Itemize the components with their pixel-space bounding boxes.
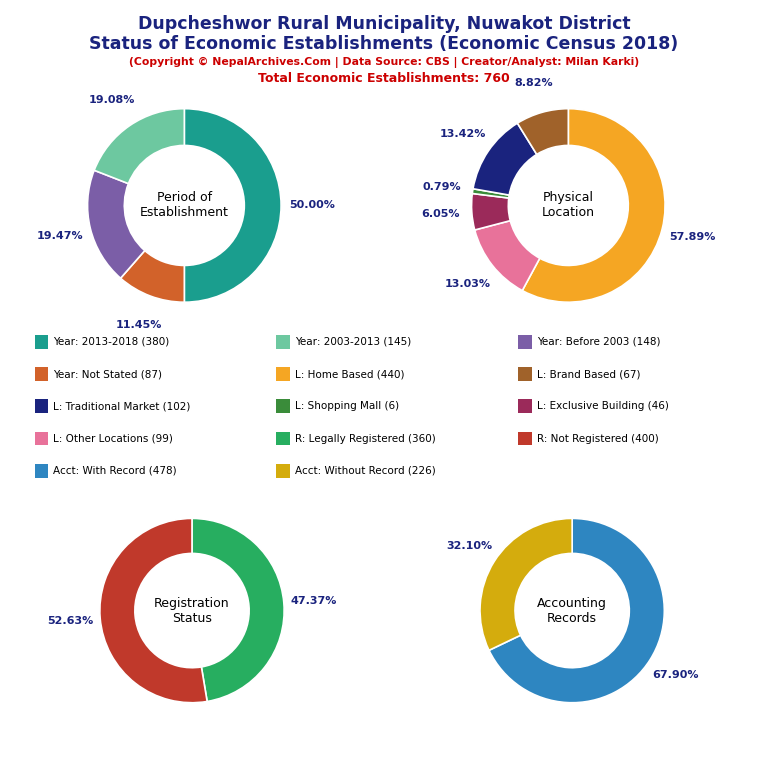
- Text: L: Other Locations (99): L: Other Locations (99): [53, 433, 173, 444]
- Wedge shape: [472, 189, 509, 198]
- Text: Period of
Establishment: Period of Establishment: [140, 191, 229, 220]
- Text: Year: Before 2003 (148): Year: Before 2003 (148): [537, 336, 660, 347]
- Text: 13.42%: 13.42%: [439, 129, 485, 139]
- Text: 47.37%: 47.37%: [290, 595, 336, 605]
- Text: Year: 2013-2018 (380): Year: 2013-2018 (380): [53, 336, 169, 347]
- Text: 19.08%: 19.08%: [89, 95, 135, 105]
- Text: 32.10%: 32.10%: [446, 541, 492, 551]
- Text: 13.03%: 13.03%: [445, 280, 491, 290]
- Wedge shape: [473, 123, 537, 195]
- Wedge shape: [100, 518, 207, 703]
- Wedge shape: [489, 518, 664, 703]
- Text: 50.00%: 50.00%: [289, 200, 335, 210]
- Wedge shape: [475, 220, 540, 290]
- Text: L: Traditional Market (102): L: Traditional Market (102): [53, 401, 190, 412]
- Wedge shape: [192, 518, 284, 701]
- Text: 11.45%: 11.45%: [116, 320, 163, 330]
- Text: L: Brand Based (67): L: Brand Based (67): [537, 369, 641, 379]
- Text: 67.90%: 67.90%: [652, 670, 698, 680]
- Text: 0.79%: 0.79%: [422, 181, 462, 191]
- Text: Physical
Location: Physical Location: [541, 191, 595, 220]
- Text: 57.89%: 57.89%: [669, 232, 715, 242]
- Text: L: Exclusive Building (46): L: Exclusive Building (46): [537, 401, 669, 412]
- Text: Total Economic Establishments: 760: Total Economic Establishments: 760: [258, 72, 510, 85]
- Text: 8.82%: 8.82%: [514, 78, 553, 88]
- Text: Status of Economic Establishments (Economic Census 2018): Status of Economic Establishments (Econo…: [89, 35, 679, 52]
- Text: Year: 2003-2013 (145): Year: 2003-2013 (145): [295, 336, 411, 347]
- Text: 52.63%: 52.63%: [48, 616, 94, 626]
- Wedge shape: [522, 109, 665, 302]
- Wedge shape: [121, 250, 184, 303]
- Text: Year: Not Stated (87): Year: Not Stated (87): [53, 369, 162, 379]
- Text: L: Home Based (440): L: Home Based (440): [295, 369, 405, 379]
- Text: Acct: With Record (478): Acct: With Record (478): [53, 465, 177, 476]
- Text: Dupcheshwor Rural Municipality, Nuwakot District: Dupcheshwor Rural Municipality, Nuwakot …: [137, 15, 631, 33]
- Wedge shape: [472, 194, 510, 230]
- Text: Registration
Status: Registration Status: [154, 597, 230, 624]
- Text: L: Shopping Mall (6): L: Shopping Mall (6): [295, 401, 399, 412]
- Text: (Copyright © NepalArchives.Com | Data Source: CBS | Creator/Analyst: Milan Karki: (Copyright © NepalArchives.Com | Data So…: [129, 57, 639, 68]
- Text: R: Legally Registered (360): R: Legally Registered (360): [295, 433, 435, 444]
- Wedge shape: [480, 518, 572, 650]
- Wedge shape: [518, 109, 568, 154]
- Text: Accounting
Records: Accounting Records: [538, 597, 607, 624]
- Text: R: Not Registered (400): R: Not Registered (400): [537, 433, 659, 444]
- Text: 6.05%: 6.05%: [422, 209, 460, 219]
- Text: Acct: Without Record (226): Acct: Without Record (226): [295, 465, 435, 476]
- Wedge shape: [88, 170, 145, 278]
- Text: 19.47%: 19.47%: [37, 230, 84, 240]
- Wedge shape: [94, 109, 184, 184]
- Wedge shape: [184, 109, 281, 303]
